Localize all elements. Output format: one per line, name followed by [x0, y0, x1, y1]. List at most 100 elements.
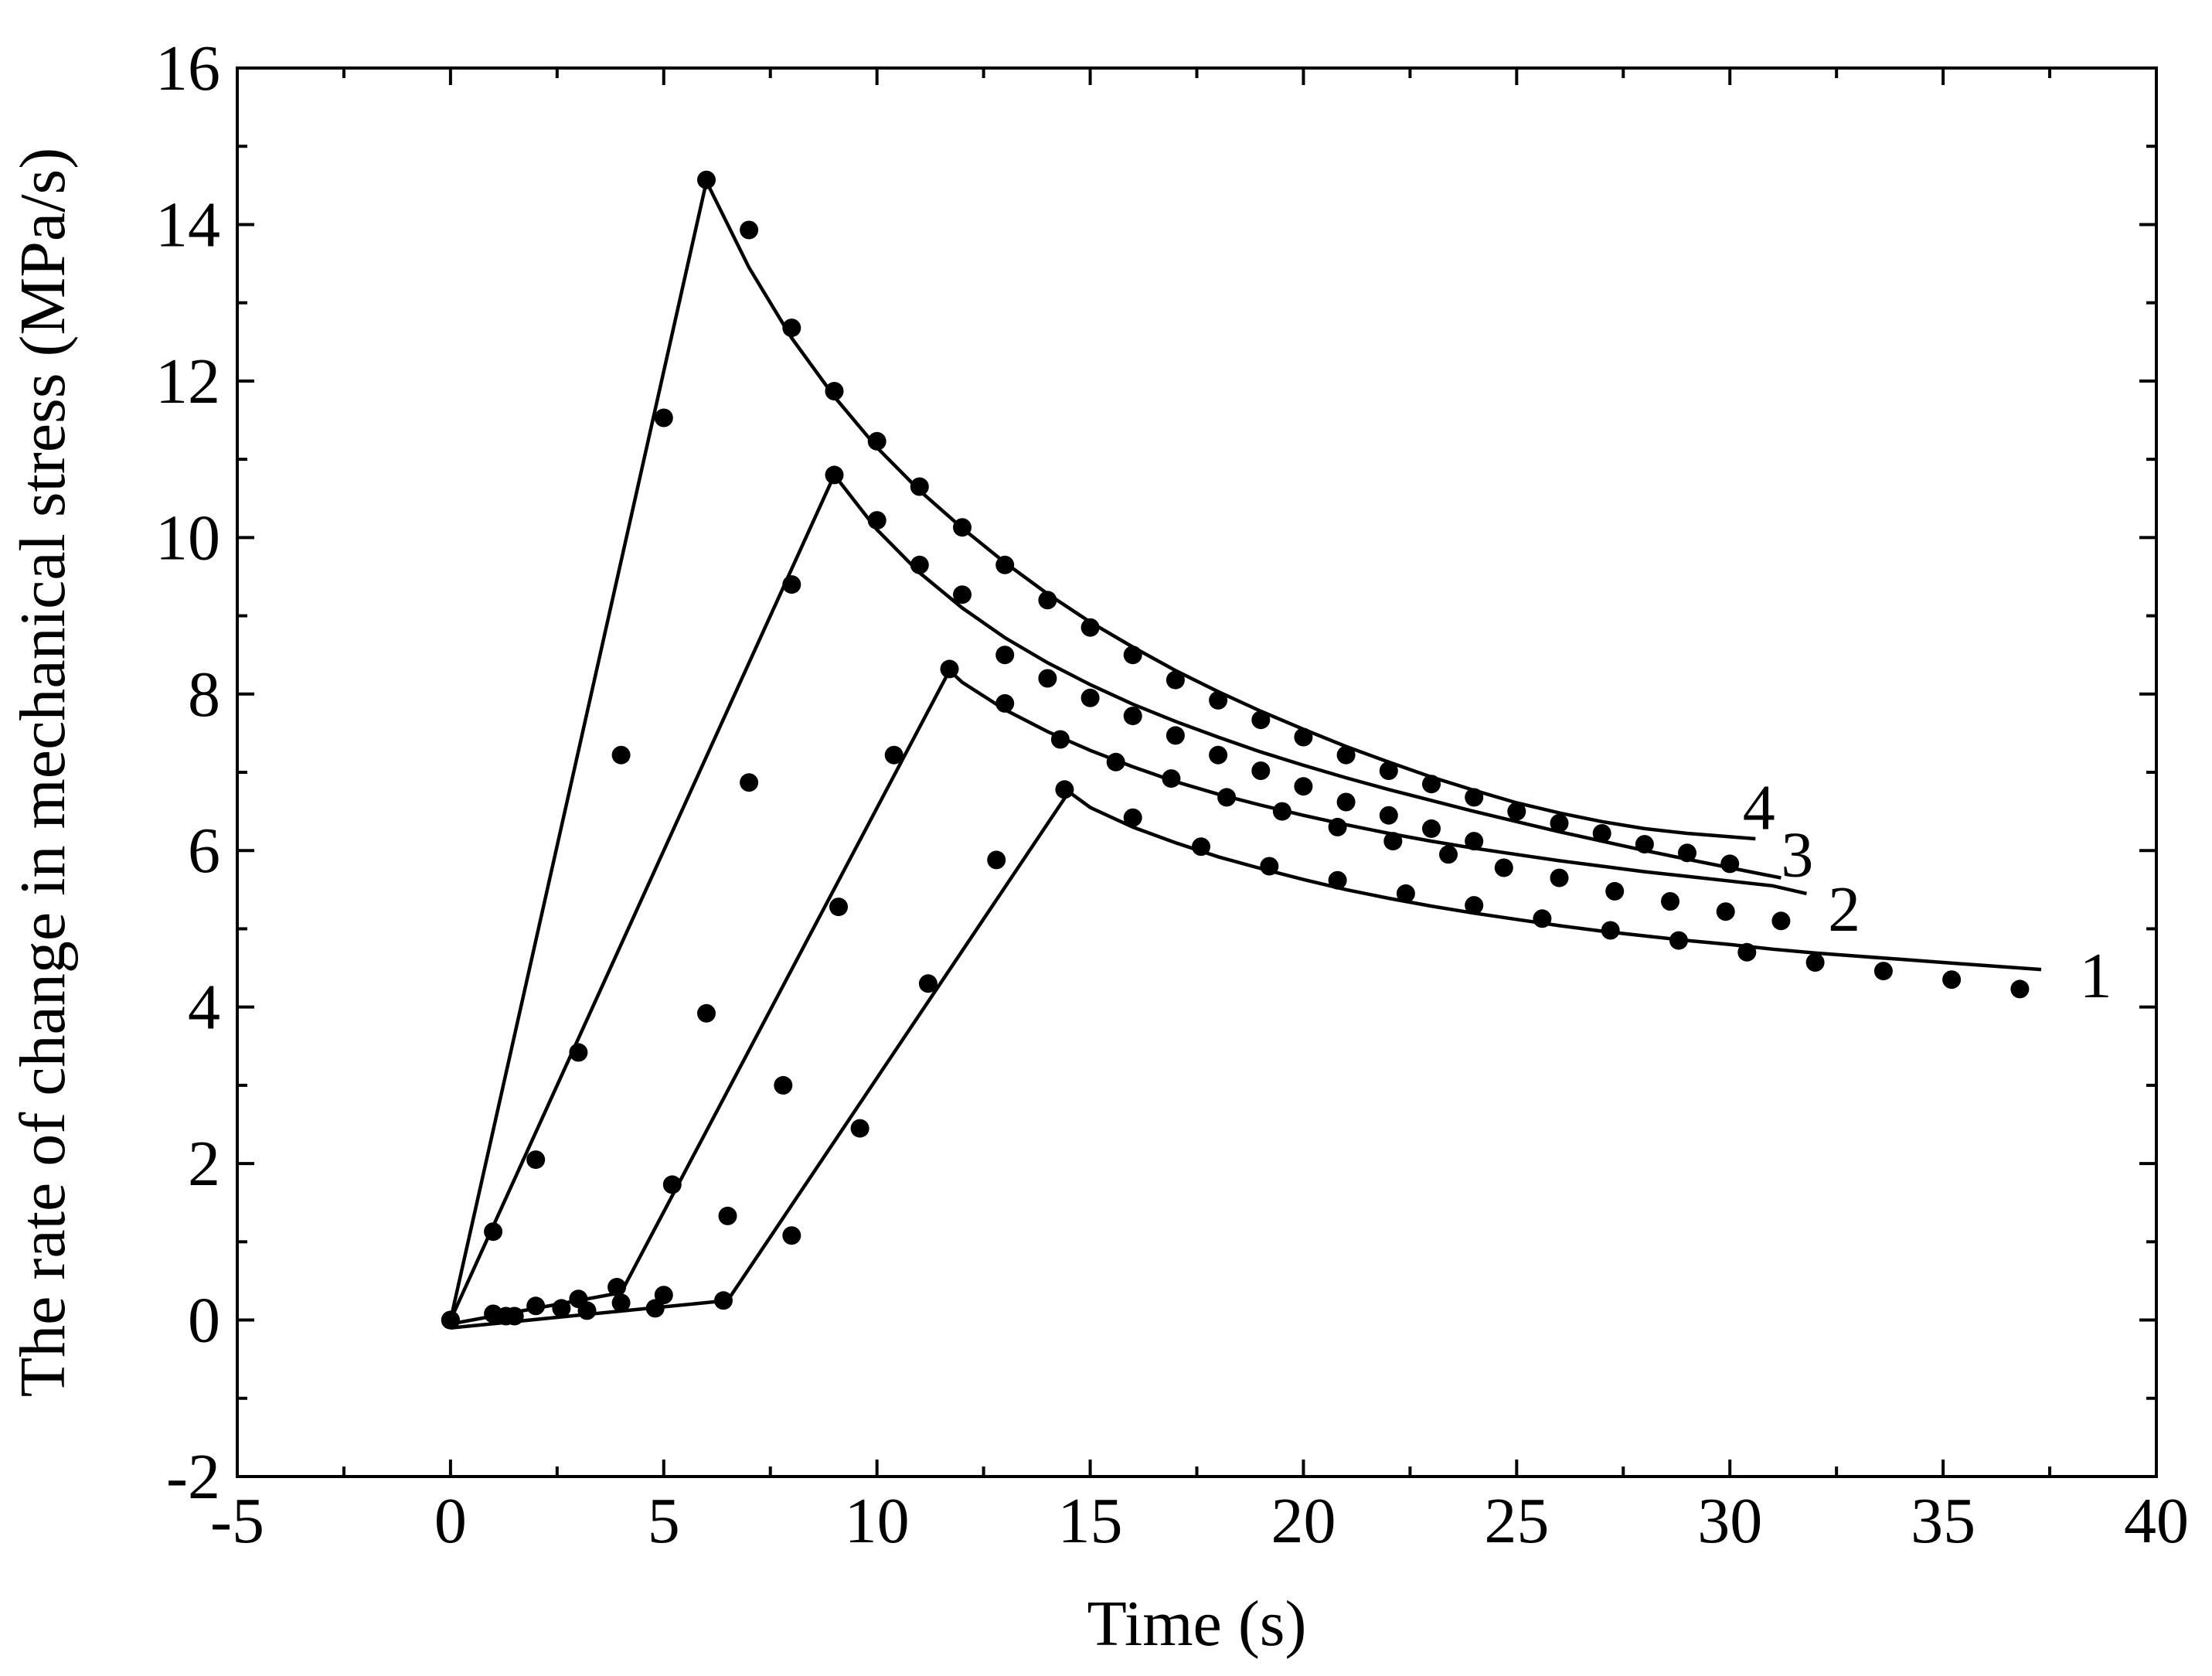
series-4-point	[484, 1304, 503, 1323]
series-2-line	[450, 667, 1808, 1326]
series-3-point	[1336, 792, 1356, 812]
series-4-point	[654, 1286, 673, 1305]
series-4-point	[1678, 843, 1696, 863]
series-1-point	[714, 1291, 733, 1310]
series-4-point	[1635, 835, 1654, 854]
series-3-point	[569, 1043, 588, 1062]
series-3-point	[1465, 832, 1484, 851]
series-3-point	[867, 511, 887, 530]
series-2-point	[940, 659, 959, 679]
series-4-point	[1550, 813, 1569, 833]
series-4-point	[1038, 591, 1057, 610]
series-3-point	[1379, 806, 1398, 825]
series-4-point	[1123, 646, 1142, 665]
series-2-point	[718, 1206, 737, 1225]
series-4-point	[1465, 788, 1484, 807]
x-tick-label: 40	[2124, 1485, 2189, 1557]
series-labels: 1 234	[1743, 772, 2112, 1013]
series-1-line	[450, 789, 2042, 1330]
series-lines	[448, 176, 2042, 1330]
y-tick-label: 10	[155, 502, 220, 574]
series-4-point	[1209, 690, 1228, 710]
series-3-point	[526, 1150, 546, 1170]
series-3-point	[611, 745, 631, 765]
series-1-point	[850, 1119, 869, 1138]
series-2-point	[1383, 832, 1403, 851]
series-1-point	[918, 974, 938, 993]
series-1-point	[1805, 953, 1825, 972]
series-3-line	[448, 472, 1782, 1321]
x-tick-label: 25	[1484, 1485, 1549, 1557]
series-2-point	[1328, 817, 1347, 836]
series-1-point	[1123, 808, 1142, 827]
series-4-point	[867, 431, 887, 451]
series-2-point	[1550, 868, 1569, 887]
series-1-point	[1601, 921, 1620, 940]
series-4-point	[825, 382, 844, 400]
series-1-point	[2010, 979, 2030, 999]
y-tick-label: 6	[188, 815, 220, 887]
series-3-point	[697, 1003, 716, 1023]
series-4-point	[1251, 710, 1271, 730]
x-tick-label: 35	[1911, 1485, 1975, 1557]
series-points	[441, 170, 2030, 1330]
series-4-point	[1592, 824, 1611, 843]
series-3-point	[1123, 707, 1142, 726]
series-2-point	[1771, 911, 1791, 931]
series-1-point	[1737, 942, 1757, 962]
series-3-point	[953, 585, 972, 605]
series-3-point	[782, 575, 801, 594]
series-4-point	[910, 477, 929, 496]
series-3-point	[910, 555, 929, 574]
x-tick-label: 30	[1697, 1485, 1762, 1557]
series-1-point	[1396, 884, 1415, 903]
series-1-point	[1942, 970, 1962, 990]
y-tick-label: 14	[155, 189, 220, 261]
series-4-point	[1379, 761, 1398, 780]
series-4-point	[697, 170, 716, 189]
series-4-point	[953, 518, 972, 537]
y-tick-label: 4	[188, 972, 220, 1044]
series-2-point	[662, 1175, 682, 1194]
series-2-label: 2	[1828, 874, 1860, 945]
series-2-point	[774, 1075, 793, 1095]
series-3-point	[995, 646, 1015, 665]
series-1-point	[1328, 870, 1347, 890]
x-tick-label: 10	[845, 1485, 910, 1557]
series-1-point	[1669, 931, 1688, 950]
series-2-point	[607, 1278, 627, 1296]
series-2-point	[884, 745, 904, 765]
x-tick-label: 20	[1271, 1485, 1336, 1557]
x-tick-label: -5	[210, 1485, 264, 1557]
series-3-point	[484, 1222, 503, 1242]
series-3-point	[740, 773, 759, 792]
series-1-point	[1465, 896, 1484, 915]
series-3-point	[1422, 819, 1441, 838]
y-tick-label: 0	[188, 1285, 220, 1357]
series-4-point	[1080, 618, 1100, 637]
series-3-point	[1251, 761, 1271, 780]
series-2-point	[1494, 858, 1513, 877]
y-tick-label: 8	[188, 659, 220, 731]
series-4-point	[1507, 802, 1526, 821]
series-4-point	[1422, 775, 1441, 794]
series-1-point	[782, 1226, 801, 1245]
series-4-point	[782, 319, 801, 338]
series-1-point	[1533, 909, 1552, 928]
series-4-point	[995, 555, 1015, 574]
series-3-point	[1038, 669, 1057, 688]
series-2-point	[1661, 892, 1679, 911]
series-2-point	[1439, 845, 1458, 864]
series-2-point	[1605, 881, 1625, 901]
series-2-point	[1050, 730, 1070, 749]
series-2-point	[995, 693, 1015, 713]
series-4-point	[740, 220, 759, 240]
series-3-point	[1209, 745, 1228, 765]
x-axis-title: Time (s)	[1087, 1588, 1307, 1660]
series-4-point	[1720, 854, 1740, 874]
series-2-point	[1272, 802, 1291, 821]
series-3-label: 3	[1781, 819, 1813, 891]
series-2-point	[552, 1299, 571, 1318]
